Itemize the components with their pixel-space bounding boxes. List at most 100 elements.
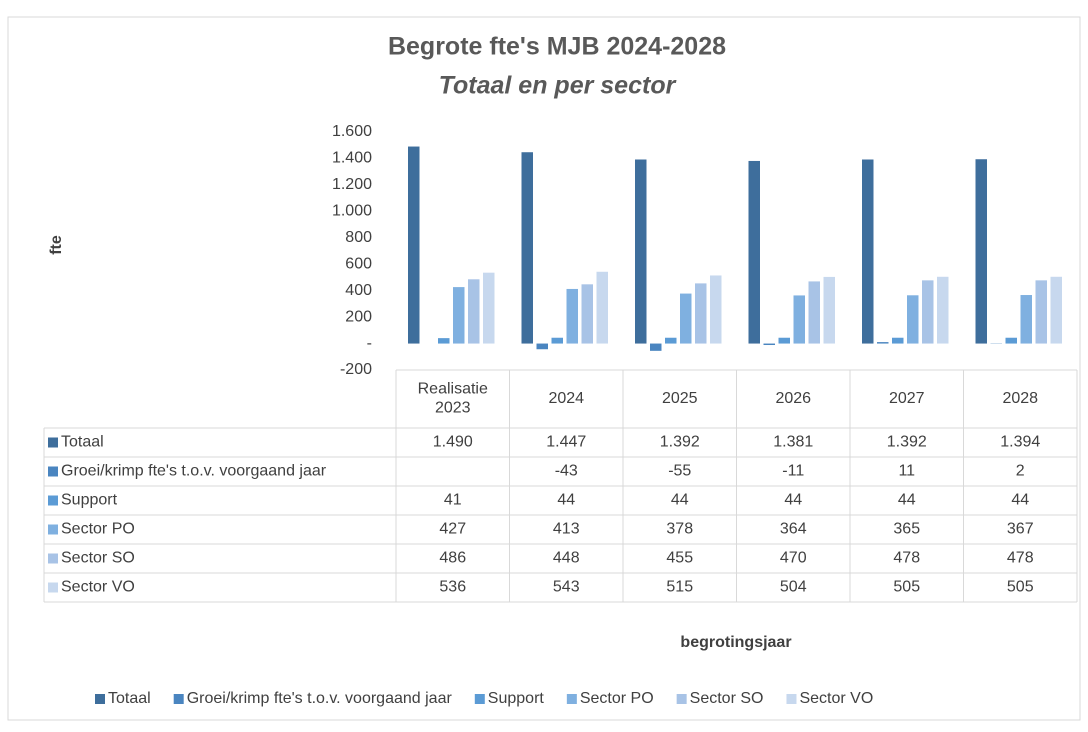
table-cell: 1.381 (773, 434, 813, 451)
table-cell: 44 (1011, 492, 1029, 509)
chart-subtitle: Totaal en per sector (439, 72, 677, 100)
x-axis-title: begrotingsjaar (680, 634, 791, 651)
y-tick-label: 200 (345, 308, 372, 325)
legend-swatch (48, 554, 58, 564)
table-cell: 478 (893, 550, 920, 567)
legend-label: Totaal (108, 690, 151, 707)
bar (567, 289, 579, 344)
table-cell: 427 (439, 521, 466, 538)
x-tick-label: 2027 (889, 390, 925, 407)
table-cell: 413 (553, 521, 580, 538)
bar (824, 277, 836, 344)
y-tick-label: 600 (345, 255, 372, 272)
table-row-label: Groei/krimp fte's t.o.v. voorgaand jaar (61, 463, 327, 480)
table-cell: 44 (671, 492, 689, 509)
y-axis-title: fte (48, 235, 65, 255)
bar (1021, 295, 1033, 344)
table-cell: 1.490 (433, 434, 473, 451)
bar (1051, 277, 1063, 344)
table-cell: 367 (1007, 521, 1034, 538)
bar (522, 152, 534, 343)
table-cell: 478 (1007, 550, 1034, 567)
bar (665, 338, 677, 344)
legend-swatch (677, 694, 687, 704)
legend-swatch (48, 467, 58, 477)
table-cell: 504 (780, 579, 807, 596)
bar (552, 338, 564, 344)
legend-swatch (567, 694, 577, 704)
x-tick-label: 2025 (662, 390, 698, 407)
table-row-label: Support (61, 492, 118, 509)
x-tick-label: 2026 (775, 390, 811, 407)
chart-frame (8, 17, 1080, 720)
table-row-label: Sector SO (61, 550, 135, 567)
table-cell: 1.392 (887, 434, 927, 451)
table-cell: 455 (666, 550, 693, 567)
bar (537, 344, 549, 350)
table-cell: 365 (893, 521, 920, 538)
table-cell: 536 (439, 579, 466, 596)
bar (635, 160, 647, 344)
table-cell: 505 (893, 579, 920, 596)
y-tick-label: 400 (345, 282, 372, 299)
table-cell: 470 (780, 550, 807, 567)
y-tick-label: 1.000 (332, 203, 372, 220)
table-cell: 515 (666, 579, 693, 596)
bar (408, 147, 420, 344)
table-cell: 11 (898, 463, 915, 480)
bar (976, 159, 988, 343)
table-cell: 44 (557, 492, 575, 509)
legend-swatch (48, 496, 58, 506)
bar (438, 338, 450, 343)
table-cell: 486 (439, 550, 466, 567)
legend-label: Sector SO (690, 690, 764, 707)
legend-swatch (48, 583, 58, 593)
y-tick-label: 1.400 (332, 150, 372, 167)
table-cell: 543 (553, 579, 580, 596)
table-cell: 44 (784, 492, 802, 509)
bar (483, 273, 495, 344)
table-cell: 2 (1016, 463, 1025, 480)
bar (749, 161, 761, 344)
bar (809, 281, 821, 343)
table-cell: 1.392 (660, 434, 700, 451)
table-cell: 1.447 (546, 434, 586, 451)
table-row-label: Totaal (61, 434, 104, 451)
bar (680, 294, 692, 344)
bar (937, 277, 949, 344)
legend-label: Sector VO (799, 690, 873, 707)
bar (582, 284, 594, 343)
bar (779, 338, 791, 344)
y-tick-label: 1.200 (332, 176, 372, 193)
table-cell: 364 (780, 521, 807, 538)
y-tick-label: 800 (345, 229, 372, 246)
bar (710, 275, 722, 343)
bar (650, 344, 662, 351)
table-cell: 448 (553, 550, 580, 567)
table-cell: 378 (666, 521, 693, 538)
bar (1006, 338, 1018, 344)
table-row-label: Sector PO (61, 521, 135, 538)
legend-label: Groei/krimp fte's t.o.v. voorgaand jaar (187, 690, 453, 707)
bar (794, 295, 806, 343)
legend-swatch (786, 694, 796, 704)
bar (892, 338, 904, 344)
table-cell: -43 (555, 463, 578, 480)
legend-label: Support (488, 690, 545, 707)
x-tick-label: 2028 (1002, 390, 1038, 407)
legend-swatch (48, 525, 58, 535)
bar (1036, 280, 1048, 343)
legend-swatch (174, 694, 184, 704)
y-tick-label: 1.600 (332, 123, 372, 140)
y-tick-label: -200 (340, 361, 372, 378)
bar (877, 342, 889, 343)
bar (468, 279, 480, 343)
table-cell: 1.394 (1000, 434, 1040, 451)
table-cell: -55 (668, 463, 691, 480)
bar (922, 280, 934, 343)
legend-swatch (95, 694, 105, 704)
legend-label: Sector PO (580, 690, 654, 707)
